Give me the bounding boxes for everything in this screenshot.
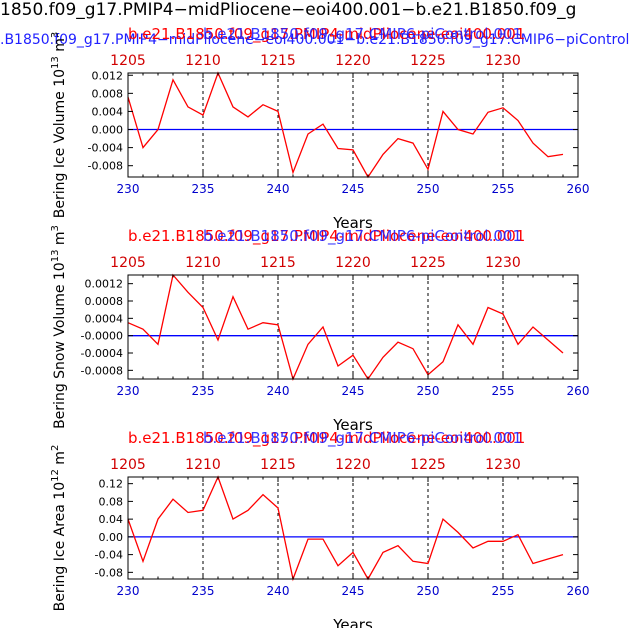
y-axis-label-part: 12 [50,469,61,482]
y-axis-label-part: Bering Ice Volume 10 [52,69,68,218]
y-axis-label-part: 3 [50,225,61,231]
y-tick-label: 0.00 [99,531,124,544]
x-tick-label: 240 [267,384,290,398]
top-tick-label: 1215 [260,255,296,271]
overlap-title-red: b.e21.B1850.f09_g17.PMIP4-midPliocene-eo… [128,227,525,246]
chart-panel-2: b.e21.B1850.f09_g17.PMIP4-midPliocene-eo… [50,225,589,434]
y-tick-label: 0.08 [99,495,124,508]
x-tick-label: 260 [567,182,590,196]
y-axis-label-part: Bering Ice Area 10 [52,482,68,611]
y-tick-label: -0.0000 [81,330,123,343]
x-tick-label: 245 [342,384,365,398]
x-tick-label: 240 [267,182,290,196]
top-tick-label: 1205 [110,53,146,69]
overlap-title-red: b.e21.B1850.f09_g17.PMIP4-midPliocene-eo… [128,429,525,448]
x-axis-label: Years [332,214,373,232]
y-tick-label: -0.008 [88,160,123,173]
x-tick-label: 260 [567,384,590,398]
y-tick-label: 0.008 [92,87,124,100]
overlap-title-blue: b.e21.B1850.f09_g17.CMIP6-piControl.001 [203,25,522,44]
x-tick-label: 255 [492,182,515,196]
y-tick-label: 0.12 [99,478,124,491]
x-tick-label: 235 [192,384,215,398]
x-axis-label: Years [332,616,373,628]
overlap-title-blue: b.e21.B1850.f09_g17.CMIP6-piControl.001 [203,429,522,448]
plot-frame [127,274,579,380]
x-tick-label: 260 [567,584,590,598]
x-tick-label: 250 [417,182,440,196]
y-axis-label-part: 3 [50,32,61,38]
series-line [127,273,564,381]
y-tick-label: 0.0004 [85,312,124,325]
top-tick-label: 1215 [260,457,296,473]
y-tick-label: 0.04 [99,513,124,526]
x-axis-label: Years [332,416,373,434]
y-axis-label-part: m [52,38,68,56]
y-tick-label: -0.0004 [81,347,123,360]
top-tick-label: 1225 [410,457,446,473]
y-axis-label-part: 13 [50,250,61,263]
overlap-title-blue: b.e21.B1850.f09_g17.CMIP6-piControl.001 [203,227,522,246]
x-tick-label: 250 [417,584,440,598]
top-tick-label: 1210 [185,255,221,271]
series-line [127,71,564,179]
chart-panel-3: b.e21.B1850.f09_g17.PMIP4-midPliocene-eo… [50,429,589,628]
top-tick-label: 1220 [335,255,371,271]
x-tick-label: 230 [117,584,140,598]
top-tick-label: 1210 [185,53,221,69]
y-axis-label-part: 13 [50,56,61,69]
top-tick-label: 1230 [485,457,521,473]
y-tick-label: 0.004 [92,105,124,118]
series-line [127,475,564,582]
y-tick-label: -0.004 [88,142,123,155]
x-tick-label: 245 [342,182,365,196]
x-tick-label: 250 [417,384,440,398]
y-axis-label-part: Bering Snow Volume 10 [52,262,68,429]
y-axis-label-part: m [52,451,68,469]
y-tick-label: -0.0008 [81,364,123,377]
top-tick-label: 1220 [335,457,371,473]
chart-panel-1: b.e21.B1850.f09_g17.PMIP4-midPliocene-eo… [50,25,589,232]
overlap-title-red: b.e21.B1850.f09_g17.PMIP4-midPliocene-eo… [128,25,525,44]
top-tick-label: 1225 [410,255,446,271]
x-tick-label: 230 [117,182,140,196]
plot-frame [127,72,579,178]
x-tick-label: 240 [267,584,290,598]
y-axis-label-part: m [52,231,68,249]
x-tick-label: 245 [342,584,365,598]
x-tick-label: 230 [117,384,140,398]
y-axis-label-part: 2 [50,445,61,451]
x-tick-label: 235 [192,182,215,196]
y-tick-label: -0.04 [95,549,123,562]
y-tick-label: 0.012 [92,69,124,82]
top-tick-label: 1230 [485,255,521,271]
y-tick-label: 0.000 [92,124,124,137]
top-tick-label: 1220 [335,53,371,69]
y-axis-label: Bering Ice Volume 1013 m3 [50,32,68,219]
top-tick-label: 1215 [260,53,296,69]
top-tick-label: 1205 [110,255,146,271]
page-subtitle: .B1850.f09_g17.PMIP4−midPliocene−eoi400.… [0,32,630,48]
top-tick-label: 1205 [110,457,146,473]
x-tick-label: 255 [492,584,515,598]
y-tick-label: 0.0012 [85,278,124,291]
y-tick-label: 0.0008 [85,295,124,308]
top-tick-label: 1210 [185,457,221,473]
y-axis-label: Bering Snow Volume 1013 m3 [50,225,68,429]
top-tick-label: 1230 [485,53,521,69]
x-tick-label: 235 [192,584,215,598]
top-tick-label: 1225 [410,53,446,69]
page-title: 1850.f09_g17.PMIP4−midPliocene−eoi400.00… [0,0,577,20]
y-tick-label: -0.08 [95,566,123,579]
x-tick-label: 255 [492,384,515,398]
y-axis-label: Bering Ice Area 1012 m2 [50,445,68,612]
